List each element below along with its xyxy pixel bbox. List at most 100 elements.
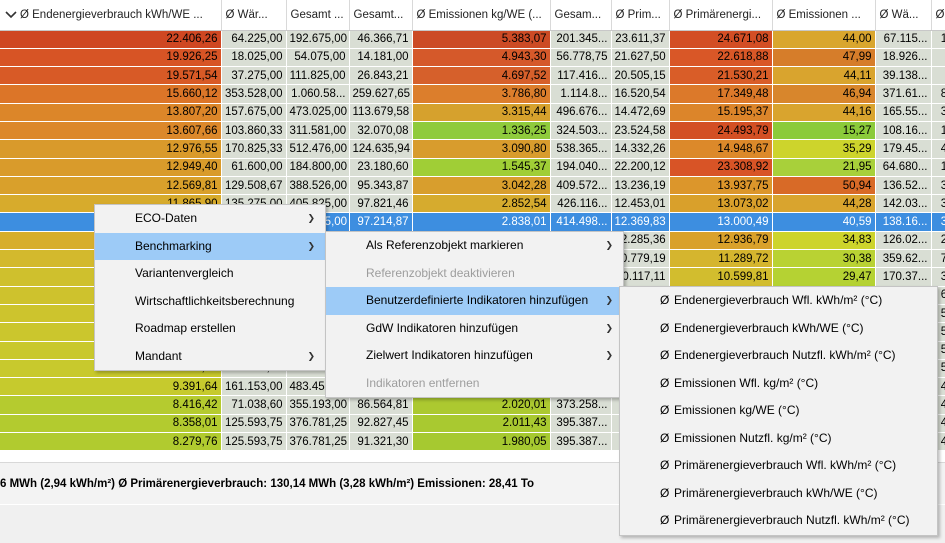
table-cell[interactable]: 4.943,30 [412, 48, 551, 68]
table-cell[interactable]: 67.115... [875, 30, 932, 49]
table-row[interactable]: 22.406,26 64.225,00 192.675,00 46.366,71 5.3… [0, 30, 945, 49]
table-cell[interactable]: 165.55... [875, 103, 932, 122]
table-cell[interactable]: 13.607,66 [0, 121, 222, 141]
table-cell[interactable]: 24.671,08 [669, 30, 773, 49]
table-cell[interactable]: 12.285,36 [611, 231, 670, 251]
table-cell[interactable]: 4.697,52 [412, 66, 551, 86]
table-cell[interactable]: 3.786,80 [412, 84, 551, 104]
indicator-item-endenergieverbrauch-kwh-we-c[interactable]: Ø Endenergieverbrauch kWh/WE (°C) [620, 315, 937, 343]
table-cell[interactable]: 14.332,26 [611, 139, 670, 159]
table-cell[interactable]: 8.416,42 [0, 395, 222, 415]
table-cell[interactable]: 8 [931, 66, 945, 86]
table-cell[interactable]: 15.660,12 [0, 84, 222, 104]
table-cell[interactable]: 538.365... [550, 139, 612, 159]
table-cell[interactable]: 86.564,81 [349, 395, 413, 415]
table-cell[interactable]: 35,29 [772, 139, 876, 159]
indicator-item-endenergieverbrauch-wfl-kwh-m-c[interactable]: Ø Endenergieverbrauch Wfl. kWh/m² (°C) [620, 287, 937, 315]
table-cell[interactable]: 91.321,30 [349, 432, 413, 452]
table-cell[interactable]: 44,11 [772, 66, 876, 86]
table-cell[interactable]: 5.383,07 [412, 30, 551, 49]
table-cell[interactable]: 13.236,19 [611, 176, 670, 196]
table-cell[interactable]: 371.61... [875, 84, 932, 104]
table-cell[interactable]: 311.581,00 [286, 121, 350, 141]
menu-item-zielwert-indikatoren-hinzufuegen[interactable]: Zielwert Indikatoren hinzufügen ❯ [326, 342, 623, 370]
table-cell[interactable]: 23.308,92 [669, 158, 773, 177]
table-cell[interactable]: 31 [931, 176, 945, 196]
indicator-item-emissionen-nutzfl-kg-m-c[interactable]: Ø Emissionen Nutzfl. kg/m² (°C) [620, 425, 937, 453]
table-cell[interactable]: 97.821,46 [349, 194, 413, 214]
table-cell[interactable]: 23.524,58 [611, 121, 670, 141]
table-cell[interactable]: 19.571,54 [0, 66, 222, 86]
table-cell[interactable]: 95.343,87 [349, 176, 413, 196]
table-cell[interactable]: 44,28 [772, 194, 876, 214]
table-cell[interactable]: 376.781,25 [286, 432, 350, 452]
table-cell[interactable]: 46.366,71 [349, 30, 413, 49]
table-cell[interactable]: 22.406,26 [0, 30, 222, 49]
table-cell[interactable]: 1.336,25 [412, 121, 551, 141]
indicator-item-emissionen-wfl-kg-m-c[interactable]: Ø Emissionen Wfl. kg/m² (°C) [620, 370, 937, 398]
table-cell[interactable]: 1.114.8... [550, 84, 612, 104]
table-cell[interactable]: 10.117,11 [611, 267, 670, 287]
table-cell[interactable]: 19.926,25 [0, 48, 222, 68]
table-cell[interactable]: 9.391,64 [0, 377, 222, 397]
table-cell[interactable]: 47,99 [772, 48, 876, 68]
indicator-item-primaerenergieverbrauch-kwh-we-c[interactable]: Ø Primärenergieverbrauch kWh/WE (°C) [620, 480, 937, 508]
table-cell[interactable]: 33 [931, 267, 945, 287]
menu-item-roadmap-erstellen[interactable]: Roadmap erstellen [95, 315, 325, 343]
table-cell[interactable]: 22.200,12 [611, 158, 670, 177]
table-cell[interactable]: 13.073,02 [669, 194, 773, 214]
table-cell[interactable]: 64.225,00 [221, 30, 287, 49]
table-cell[interactable]: 142.03... [875, 194, 932, 214]
menu-item-benutzerdefinierte-indikatoren-hinzufuegen[interactable]: Benutzerdefinierte Indikatoren hinzufüge… [326, 287, 623, 315]
table-row[interactable]: 19.571,54 37.275,00 111.825,00 26.843,21 4.6… [0, 66, 945, 86]
table-cell[interactable]: 395.387... [550, 432, 612, 452]
column-header-7[interactable]: Ø Prim... [611, 0, 670, 31]
table-row[interactable]: 12.976,55 170.825,33 512.476,00 124.635,94 3… [0, 139, 945, 159]
table-cell[interactable]: 15,27 [772, 121, 876, 141]
table-cell[interactable]: 138.16... [875, 212, 932, 232]
table-cell[interactable]: 37 [931, 103, 945, 122]
menu-item-variantenvergleich[interactable]: Variantenvergleich [95, 260, 325, 288]
menu-item-mandant[interactable]: Mandant ❯ [95, 343, 325, 371]
table-cell[interactable]: 324.503... [550, 121, 612, 141]
menu-item-wirtschaftlichkeitsberechnung[interactable]: Wirtschaftlichkeitsberechnung [95, 288, 325, 316]
table-cell[interactable]: 373.258... [550, 395, 612, 415]
table-cell[interactable]: 97.214,87 [349, 212, 413, 232]
column-header-4[interactable]: Gesamt... [349, 0, 413, 31]
table-cell[interactable]: 184.800,00 [286, 158, 350, 177]
table-cell[interactable]: 414.498... [550, 212, 612, 232]
table-cell[interactable]: 41 [931, 139, 945, 159]
table-cell[interactable]: 13.807,20 [0, 103, 222, 122]
menu-item-als-referenzobjekt-markieren[interactable]: Als Referenzobjekt markieren ❯ [326, 232, 623, 260]
table-row[interactable]: 12.949,40 61.600,00 184.800,00 23.180,60 1.5… [0, 158, 945, 177]
column-header-9[interactable]: Ø Emissionen ... [772, 0, 876, 31]
table-cell[interactable]: 10.779,19 [611, 249, 670, 269]
table-cell[interactable]: 21.627,50 [611, 48, 670, 68]
table-cell[interactable]: 129.508,67 [221, 176, 287, 196]
table-cell[interactable]: 14.948,67 [669, 139, 773, 159]
table-cell[interactable]: 70 [931, 249, 945, 269]
table-cell[interactable]: 13.937,75 [669, 176, 773, 196]
table-cell[interactable]: 355.193,00 [286, 395, 350, 415]
table-cell[interactable]: 14 [931, 158, 945, 177]
table-cell[interactable]: 12.936,79 [669, 231, 773, 251]
table-cell[interactable]: 3.042,28 [412, 176, 551, 196]
table-cell[interactable]: 201.345... [550, 30, 612, 49]
table-cell[interactable]: 426.116... [550, 194, 612, 214]
table-cell[interactable]: 353.528,00 [221, 84, 287, 104]
table-cell[interactable]: 108.16... [875, 121, 932, 141]
column-header-1[interactable]: Ø Endenergieverbrauch kWh/WE ... [0, 0, 222, 31]
table-cell[interactable]: 496.676... [550, 103, 612, 122]
indicator-item-primaerenergieverbrauch-nutzfl-kwh-m-c[interactable]: Ø Primärenergieverbrauch Nutzfl. kWh/m² (… [620, 507, 937, 535]
table-cell[interactable]: 30,38 [772, 249, 876, 269]
table-cell[interactable]: 32 [931, 212, 945, 232]
table-cell[interactable]: 37.275,00 [221, 66, 287, 86]
table-cell[interactable]: 32 [931, 194, 945, 214]
table-cell[interactable]: 29,47 [772, 267, 876, 287]
table-cell[interactable]: 3.090,80 [412, 139, 551, 159]
table-cell[interactable]: 18.926... [875, 48, 932, 68]
table-cell[interactable]: 16.520,54 [611, 84, 670, 104]
table-cell[interactable]: 44,00 [772, 30, 876, 49]
table-cell[interactable]: 194.040... [550, 158, 612, 177]
table-cell[interactable]: 20.505,15 [611, 66, 670, 86]
